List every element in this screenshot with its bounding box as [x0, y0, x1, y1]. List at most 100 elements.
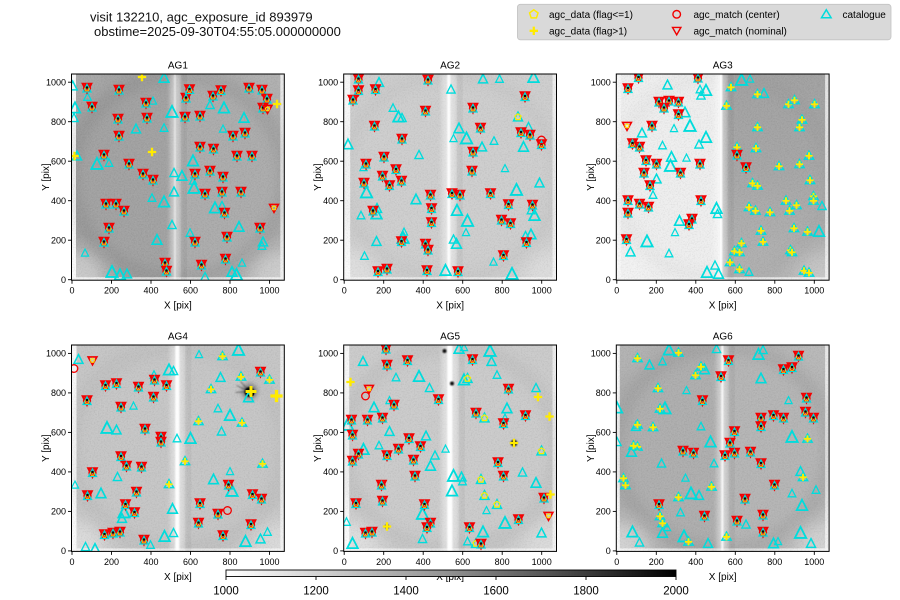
svg-text:200: 200: [323, 507, 338, 517]
svg-text:800: 800: [323, 117, 338, 127]
svg-text:agc_data (flag<=1): agc_data (flag<=1): [549, 10, 633, 21]
svg-text:1000: 1000: [804, 557, 824, 567]
svg-text:1400: 1400: [393, 586, 419, 598]
svg-text:200: 200: [323, 235, 338, 245]
svg-text:600: 600: [323, 428, 338, 438]
svg-text:400: 400: [416, 286, 431, 296]
svg-text:Y [pix]: Y [pix]: [586, 163, 597, 191]
svg-text:200: 200: [104, 286, 119, 296]
svg-text:catalogue: catalogue: [843, 10, 887, 21]
svg-text:1600: 1600: [483, 586, 509, 598]
svg-text:0: 0: [614, 286, 619, 296]
svg-text:400: 400: [596, 196, 611, 206]
svg-text:600: 600: [728, 557, 743, 567]
svg-text:800: 800: [51, 388, 66, 398]
svg-text:600: 600: [323, 156, 338, 166]
svg-text:agc_match (center): agc_match (center): [694, 10, 780, 21]
svg-text:AG2: AG2: [440, 61, 460, 72]
svg-text:0: 0: [69, 557, 74, 567]
svg-text:400: 400: [323, 196, 338, 206]
svg-text:Y [pix]: Y [pix]: [313, 434, 324, 462]
svg-text:400: 400: [688, 557, 703, 567]
svg-text:800: 800: [596, 388, 611, 398]
svg-text:X [pix]: X [pix]: [709, 572, 737, 583]
svg-text:200: 200: [596, 507, 611, 517]
svg-text:1200: 1200: [303, 586, 329, 598]
svg-text:AG4: AG4: [168, 332, 188, 343]
svg-text:X [pix]: X [pix]: [709, 301, 737, 312]
svg-text:1000: 1000: [804, 286, 824, 296]
svg-text:1000: 1000: [532, 557, 552, 567]
svg-text:800: 800: [596, 117, 611, 127]
svg-text:1000: 1000: [591, 349, 611, 359]
svg-text:obstime=2025-09-30T04:55:05.00: obstime=2025-09-30T04:55:05.000000000: [94, 24, 341, 39]
svg-text:Y [pix]: Y [pix]: [586, 434, 597, 462]
svg-text:1000: 1000: [213, 586, 239, 598]
svg-text:0: 0: [342, 286, 347, 296]
svg-text:Y [pix]: Y [pix]: [41, 163, 52, 191]
svg-text:2000: 2000: [663, 586, 689, 598]
svg-text:200: 200: [649, 557, 664, 567]
svg-text:200: 200: [51, 235, 66, 245]
svg-text:600: 600: [728, 286, 743, 296]
svg-text:200: 200: [596, 235, 611, 245]
svg-text:800: 800: [222, 557, 237, 567]
svg-text:1000: 1000: [46, 349, 66, 359]
svg-text:X [pix]: X [pix]: [436, 572, 464, 583]
svg-text:agc_data (flag>1): agc_data (flag>1): [549, 26, 627, 37]
svg-text:400: 400: [323, 467, 338, 477]
svg-text:0: 0: [333, 546, 338, 556]
svg-text:400: 400: [416, 557, 431, 567]
svg-text:0: 0: [61, 275, 66, 285]
svg-text:1000: 1000: [532, 286, 552, 296]
svg-text:800: 800: [222, 286, 237, 296]
svg-text:800: 800: [767, 286, 782, 296]
svg-text:1000: 1000: [46, 77, 66, 87]
svg-text:X [pix]: X [pix]: [436, 301, 464, 312]
svg-text:800: 800: [323, 388, 338, 398]
svg-text:600: 600: [596, 156, 611, 166]
svg-text:agc_match (nominal): agc_match (nominal): [694, 26, 787, 37]
svg-text:600: 600: [596, 428, 611, 438]
svg-text:0: 0: [606, 275, 611, 285]
svg-text:400: 400: [51, 467, 66, 477]
svg-text:1000: 1000: [591, 77, 611, 87]
svg-text:AG5: AG5: [440, 332, 460, 343]
svg-text:200: 200: [376, 286, 391, 296]
svg-text:800: 800: [495, 286, 510, 296]
svg-text:600: 600: [455, 286, 470, 296]
svg-text:Y [pix]: Y [pix]: [313, 163, 324, 191]
svg-text:AG6: AG6: [713, 332, 733, 343]
svg-text:1000: 1000: [318, 77, 338, 87]
svg-text:0: 0: [606, 546, 611, 556]
svg-text:400: 400: [596, 467, 611, 477]
svg-text:AG1: AG1: [168, 61, 188, 72]
svg-text:1000: 1000: [259, 557, 279, 567]
svg-text:600: 600: [183, 557, 198, 567]
svg-text:600: 600: [51, 156, 66, 166]
svg-text:400: 400: [143, 557, 158, 567]
svg-text:1000: 1000: [318, 349, 338, 359]
svg-text:X [pix]: X [pix]: [164, 572, 192, 583]
svg-text:800: 800: [51, 117, 66, 127]
svg-text:800: 800: [495, 557, 510, 567]
svg-text:X [pix]: X [pix]: [164, 301, 192, 312]
svg-text:600: 600: [51, 428, 66, 438]
svg-text:200: 200: [104, 557, 119, 567]
svg-text:600: 600: [455, 557, 470, 567]
svg-text:0: 0: [69, 286, 74, 296]
svg-text:200: 200: [376, 557, 391, 567]
svg-text:1800: 1800: [573, 586, 599, 598]
svg-text:0: 0: [333, 275, 338, 285]
svg-text:1000: 1000: [259, 286, 279, 296]
svg-text:400: 400: [51, 196, 66, 206]
svg-text:200: 200: [51, 507, 66, 517]
svg-text:Y [pix]: Y [pix]: [41, 434, 52, 462]
svg-text:0: 0: [614, 557, 619, 567]
svg-text:0: 0: [61, 546, 66, 556]
svg-text:400: 400: [688, 286, 703, 296]
svg-text:400: 400: [143, 286, 158, 296]
svg-text:AG3: AG3: [713, 61, 733, 72]
svg-text:800: 800: [767, 557, 782, 567]
svg-text:0: 0: [342, 557, 347, 567]
